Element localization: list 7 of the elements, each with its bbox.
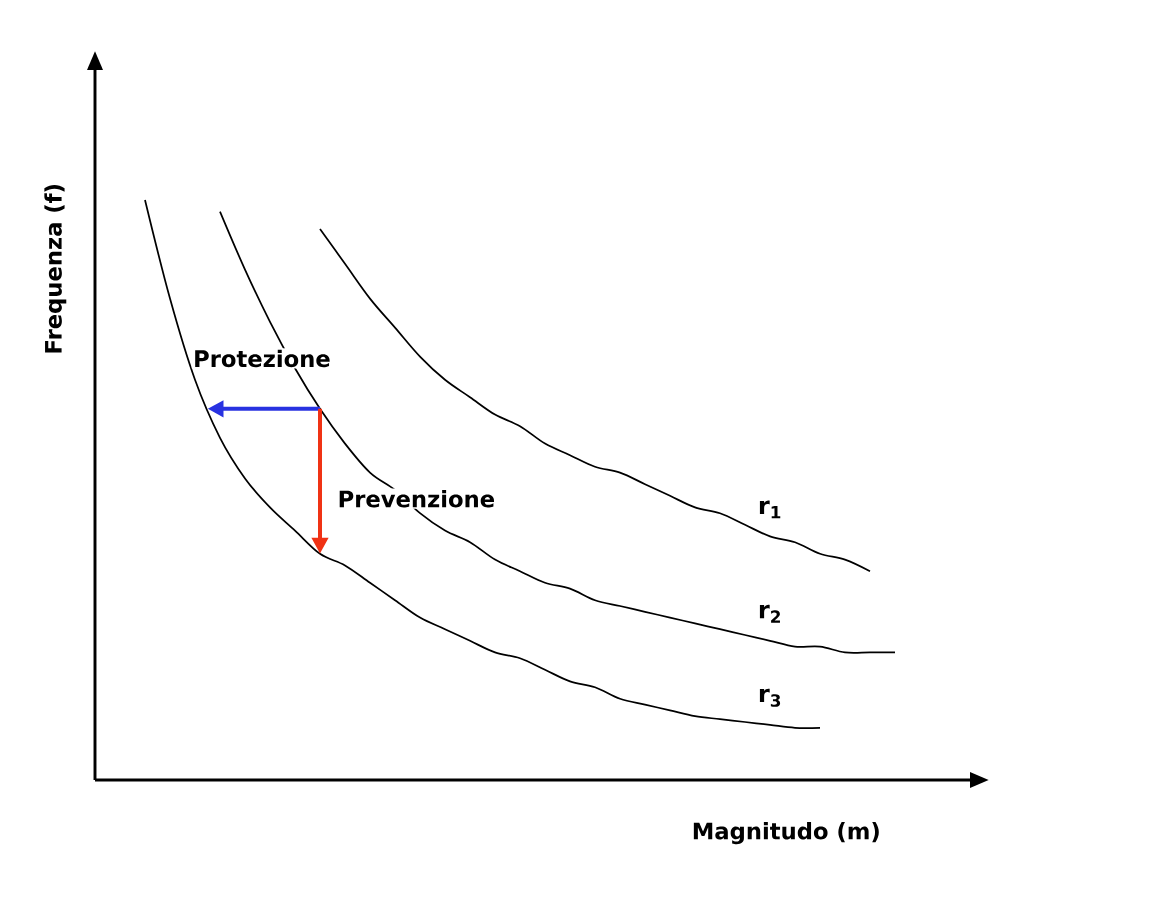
series-label: r$_{1}$: [759, 500, 781, 519]
series-label: r$_{2}$: [759, 604, 780, 623]
series-label: r$_{3}$: [759, 688, 781, 707]
annotation: Prevenzione: [339, 489, 495, 508]
y-axis-title: Frequenza (f): [44, 185, 67, 353]
annotation: Protezione: [195, 349, 330, 368]
x-axis-title: Magnitudo (m): [693, 822, 879, 845]
